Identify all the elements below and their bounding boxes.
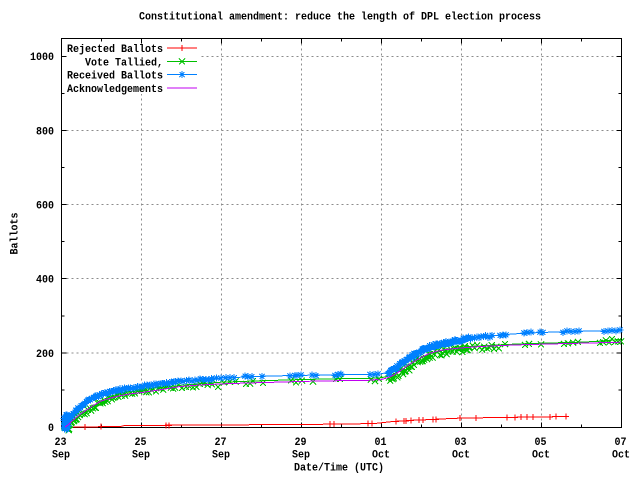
svg-text:Ballots: Ballots [10, 213, 22, 255]
svg-text:Sep: Sep [132, 450, 150, 462]
svg-text:27: 27 [215, 437, 227, 449]
svg-text:Date/Time (UTC): Date/Time (UTC) [294, 463, 384, 475]
svg-text:Vote Tallied,: Vote Tallied, [85, 57, 163, 69]
svg-text:01: 01 [375, 437, 387, 449]
svg-text:07: 07 [615, 437, 627, 449]
svg-text:Sep: Sep [292, 450, 310, 462]
svg-text:03: 03 [455, 437, 467, 449]
svg-text:23: 23 [55, 437, 67, 449]
svg-text:Acknowledgements: Acknowledgements [67, 84, 163, 96]
svg-text:800: 800 [36, 126, 54, 138]
svg-text:05: 05 [535, 437, 547, 449]
svg-text:Oct: Oct [372, 450, 390, 462]
svg-text:Oct: Oct [452, 450, 470, 462]
svg-text:Constitutional amendment: redu: Constitutional amendment: reduce the len… [139, 12, 541, 24]
svg-text:600: 600 [36, 201, 54, 213]
svg-text:29: 29 [295, 437, 307, 449]
svg-text:Oct: Oct [532, 450, 550, 462]
svg-text:Received Ballots: Received Ballots [67, 71, 163, 83]
svg-text:1000: 1000 [30, 52, 54, 64]
svg-text:25: 25 [135, 437, 147, 449]
svg-text:400: 400 [36, 275, 54, 287]
svg-text:Sep: Sep [212, 450, 230, 462]
svg-text:Oct: Oct [612, 450, 630, 462]
svg-text:Sep: Sep [52, 450, 70, 462]
svg-text:0: 0 [48, 423, 54, 435]
svg-text:Rejected Ballots: Rejected Ballots [67, 44, 163, 56]
svg-text:200: 200 [36, 349, 54, 361]
